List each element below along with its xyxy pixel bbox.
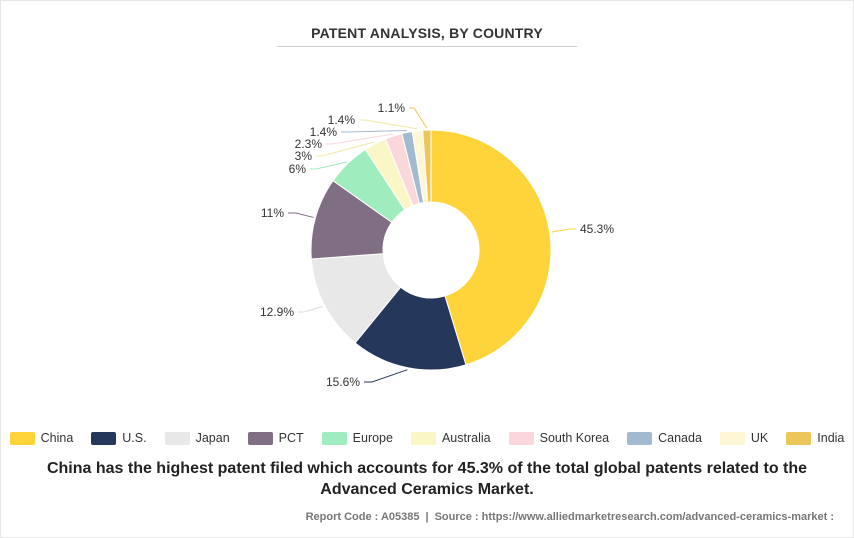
leader-line-india (409, 107, 428, 129)
leader-line-japan (298, 305, 323, 313)
data-labels-group: 45.3%15.6%12.9%11%6%3%2.3%1.4%1.4%1.1% (260, 101, 614, 389)
leader-line-pct (288, 212, 314, 218)
legend-swatch-uk (719, 431, 745, 445)
footer: Report Code : A05385 | Source : https://ww… (306, 511, 834, 523)
legend-label-europe: Europe (352, 431, 393, 445)
legend-item-south-korea[interactable]: South Korea (508, 431, 610, 445)
legend-item-japan[interactable]: Japan (164, 431, 230, 445)
slice-china[interactable] (430, 129, 552, 366)
slice-india[interactable] (422, 129, 432, 203)
data-label-uk: 1.4% (328, 113, 356, 127)
data-label-canada: 1.4% (310, 125, 338, 139)
legend-swatch-pct (247, 431, 273, 445)
data-label-europe: 6% (289, 162, 307, 176)
leader-line-china (551, 228, 576, 233)
legend-item-australia[interactable]: Australia (410, 431, 491, 445)
data-label-india: 1.1% (378, 101, 406, 115)
leader-lines-group (288, 107, 576, 383)
legend-label-pct: PCT (278, 431, 304, 445)
legend-swatch-canada (627, 431, 653, 445)
legend-label-china: China (40, 431, 74, 445)
legend-swatch-australia (410, 431, 436, 445)
legend-swatch-china (9, 431, 35, 445)
leader-line-canada (341, 129, 407, 133)
legend-label-india: India (817, 431, 845, 445)
legend-item-europe[interactable]: Europe (321, 431, 393, 445)
data-label-pct: 11% (261, 206, 284, 220)
legend-item-china[interactable]: China (9, 431, 74, 445)
data-label-japan: 12.9% (260, 305, 294, 319)
legend-label-u-s: U.S. (122, 431, 147, 445)
legend-label-south-korea: South Korea (539, 431, 610, 445)
data-label-china: 45.3% (580, 222, 614, 236)
legend-item-india[interactable]: India (786, 431, 844, 445)
legend-swatch-india (786, 431, 812, 445)
legend: China U.S. Japan PCT Europe Australia South Ko… (0, 430, 854, 446)
donut-chart: 45.3%15.6%12.9%11%6%3%2.3%1.4%1.4%1.1% (260, 101, 614, 389)
data-label-south-korea: 2.3% (295, 137, 323, 151)
leader-line-europe (310, 161, 347, 170)
legend-item-canada[interactable]: Canada (627, 431, 702, 445)
leader-line-south-korea (326, 133, 394, 145)
legend-swatch-south-korea (508, 431, 534, 445)
leader-line-uk (359, 119, 418, 130)
report-code: Report Code : A05385 (305, 511, 420, 523)
legend-swatch-europe (321, 431, 347, 445)
legend-item-uk[interactable]: UK (719, 431, 769, 445)
data-label-australia: 3% (295, 149, 313, 163)
footer-separator: | (425, 511, 429, 523)
legend-item-pct[interactable]: PCT (247, 431, 304, 445)
source-link[interactable]: Source : https://www.alliedmarketresearc… (434, 511, 834, 523)
leader-line-u-s (364, 369, 408, 383)
slices-group (310, 129, 552, 371)
legend-label-uk: UK (750, 431, 769, 445)
legend-swatch-japan (164, 431, 190, 445)
legend-label-canada: Canada (658, 431, 702, 445)
leader-line-australia (316, 141, 375, 157)
legend-item-u-s[interactable]: U.S. (91, 431, 147, 445)
data-label-u-s: 15.6% (326, 375, 360, 389)
chart-caption: China has the highest patent filed which… (46, 460, 808, 498)
legend-label-japan: Japan (195, 431, 230, 445)
legend-swatch-u-s (91, 431, 117, 445)
legend-label-australia: Australia (441, 431, 491, 445)
chart-title: PATENT ANALYSIS, BY COUNTRY (311, 25, 543, 41)
title-underline (277, 46, 577, 47)
